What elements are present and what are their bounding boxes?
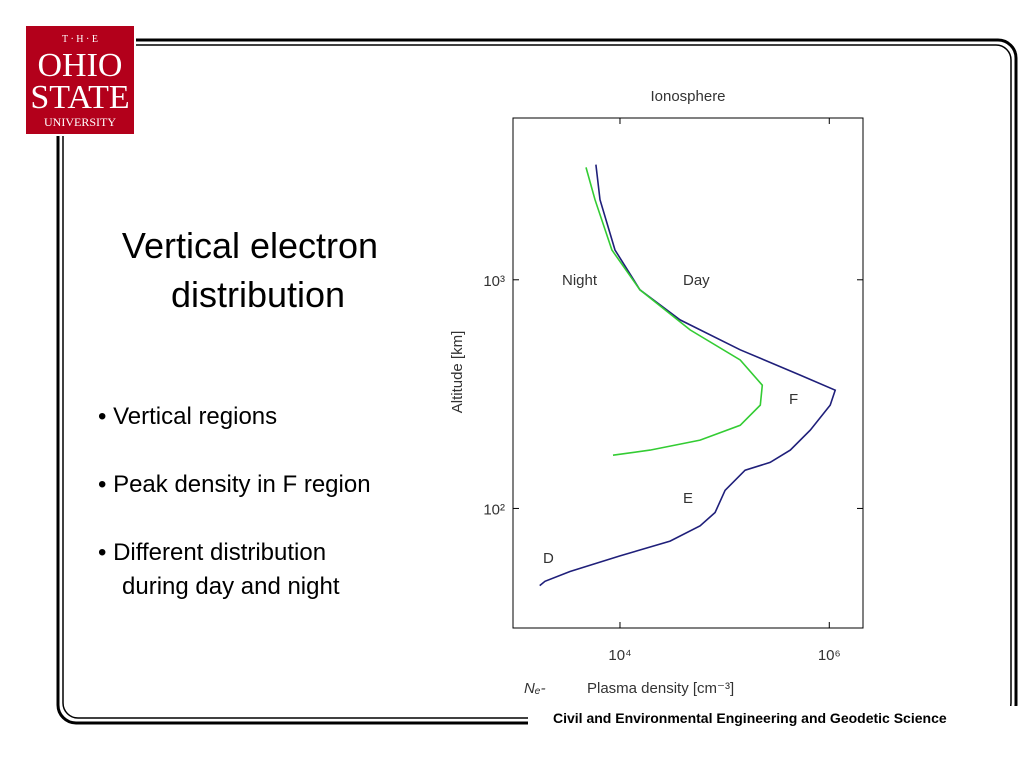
x-tick-label: 10⁶: [818, 647, 841, 664]
bullet: during day and night: [122, 573, 340, 600]
plot-area: [512, 117, 864, 629]
series-label: Night: [562, 272, 598, 289]
chart-title: Ionosphere: [650, 88, 725, 105]
bullet: • Different distribution: [98, 539, 326, 566]
footer-bg: [528, 706, 1024, 734]
line: [585, 167, 764, 456]
series-label: Day: [683, 272, 710, 289]
bullet: • Peak density in F region: [98, 471, 371, 498]
bullet: • Vertical regions: [98, 403, 277, 430]
logo-text: T · H · E: [62, 34, 98, 45]
x-tick-label: 10⁴: [608, 647, 631, 664]
annotation: F: [789, 391, 798, 408]
y-axis-label: Altitude [km]: [449, 331, 466, 414]
annotation: E: [683, 490, 693, 507]
logo-text: UNIVERSITY: [44, 115, 116, 129]
footer: Civil and Environmental Engineering and …: [553, 710, 947, 726]
logo: [26, 26, 134, 134]
x-axis-label: Plasma density [cm⁻³]: [587, 680, 734, 697]
logo-text: OHIO: [38, 47, 123, 84]
x-label-prefix: Nₑ-: [524, 680, 546, 697]
y-tick-label: 10³: [483, 273, 505, 290]
heading: distribution: [171, 274, 345, 315]
logo-text: STATE: [30, 79, 129, 116]
y-tick-label: 10²: [483, 501, 505, 518]
chart: Ionosphere Altitude [km] Plasma density [c…: [449, 88, 864, 697]
heading: Vertical electron: [122, 225, 378, 266]
annotation: D: [543, 550, 554, 567]
